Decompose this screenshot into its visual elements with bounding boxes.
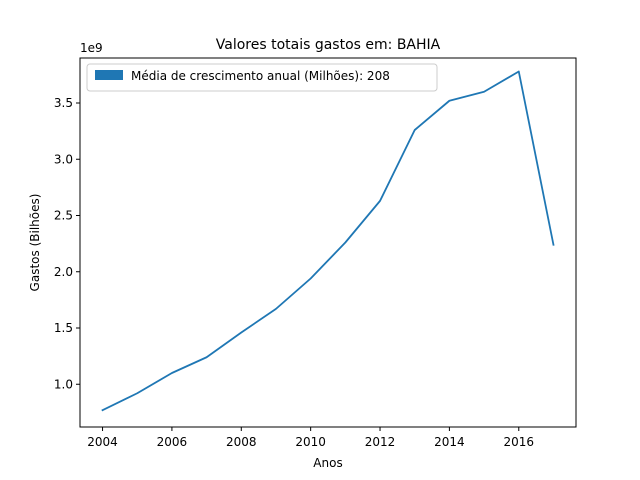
x-axis: 2004 2006 2008 2010 2012 2014 2016: [87, 427, 534, 449]
y-axis: 1.0 1.5 2.0 2.5 3.0 3.5: [54, 96, 80, 391]
legend: Média de crescimento anual (Milhões): 20…: [86, 63, 438, 92]
series-line: [101, 70, 555, 412]
legend-label: Média de crescimento anual (Milhões): 20…: [131, 69, 390, 83]
plot-background: [80, 58, 576, 427]
y-tick-label: 1.0: [54, 377, 73, 391]
x-tick-label: 2012: [365, 435, 396, 449]
legend-box: [86, 63, 438, 92]
series-layer: [101, 70, 555, 412]
legend-swatch: [95, 70, 123, 80]
x-tick-label: 2006: [157, 435, 188, 449]
x-axis-label: Anos: [313, 456, 342, 470]
y-tick-label: 2.5: [54, 209, 73, 223]
y-tick-label: 1.5: [54, 321, 73, 335]
x-tick-label: 2004: [87, 435, 118, 449]
plot-frame: [79, 57, 577, 428]
x-tick-label: 2010: [295, 435, 326, 449]
y-offset-label: 1e9: [80, 41, 103, 55]
y-tick-label: 2.0: [54, 265, 73, 279]
chart-title: Valores totais gastos em: BAHIA: [216, 37, 441, 53]
x-tick-label: 2016: [503, 435, 534, 449]
y-axis-label: Gastos (Bilhões): [28, 194, 42, 292]
y-tick-label: 3.0: [54, 152, 73, 166]
x-tick-label: 2014: [434, 435, 465, 449]
x-tick-label: 2008: [226, 435, 257, 449]
plot-area: [79, 57, 577, 428]
y-tick-label: 3.5: [54, 96, 73, 110]
